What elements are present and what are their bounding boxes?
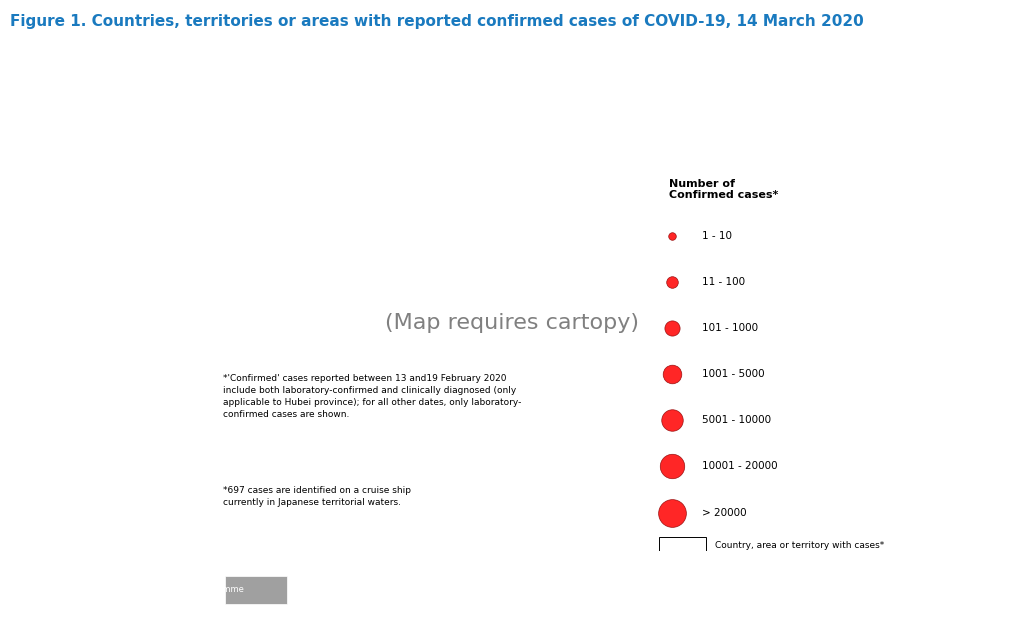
Text: Data Source:  World Health Organization
Map Production:  WHO Health Emergencies : Data Source: World Health Organization M… — [10, 573, 244, 594]
Text: (Map requires cartopy): (Map requires cartopy) — [385, 313, 639, 334]
Text: Distribution of COVID-19  cases as of 14 March 2020: Distribution of COVID-19 cases as of 14 … — [20, 58, 550, 76]
Text: > 20000: > 20000 — [701, 508, 746, 517]
FancyBboxPatch shape — [659, 537, 706, 558]
Text: Number of
Confirmed cases*: Number of Confirmed cases* — [669, 179, 778, 200]
Text: 10001 - 20000: 10001 - 20000 — [701, 462, 777, 472]
Text: 1 - 10: 1 - 10 — [701, 232, 732, 241]
Text: Country, area or territory with cases*: Country, area or territory with cases* — [715, 540, 884, 550]
Text: 1001 - 5000: 1001 - 5000 — [701, 370, 765, 379]
Text: *'Confirmed' cases reported between 13 and19 February 2020
include both laborato: *'Confirmed' cases reported between 13 a… — [223, 374, 521, 419]
Point — [935, 5, 951, 15]
FancyBboxPatch shape — [225, 576, 287, 604]
Text: *697 cases are identified on a cruise ship
currently in Japanese territorial wat: *697 cases are identified on a cruise sh… — [223, 486, 411, 507]
Text: Figure 1. Countries, territories or areas with reported confirmed cases of COVID: Figure 1. Countries, territories or area… — [10, 14, 864, 29]
Text: 101 - 1000: 101 - 1000 — [701, 323, 758, 333]
Text: 5001 - 10000: 5001 - 10000 — [701, 415, 771, 425]
Text: © World Health Organization  2020.  All rights reserved.: © World Health Organization 2020. All ri… — [436, 584, 690, 592]
Text: 11 - 100: 11 - 100 — [701, 277, 745, 287]
Text: World Health
Organization: World Health Organization — [930, 56, 993, 77]
Text: Not applicable: Not applicable — [302, 583, 382, 593]
